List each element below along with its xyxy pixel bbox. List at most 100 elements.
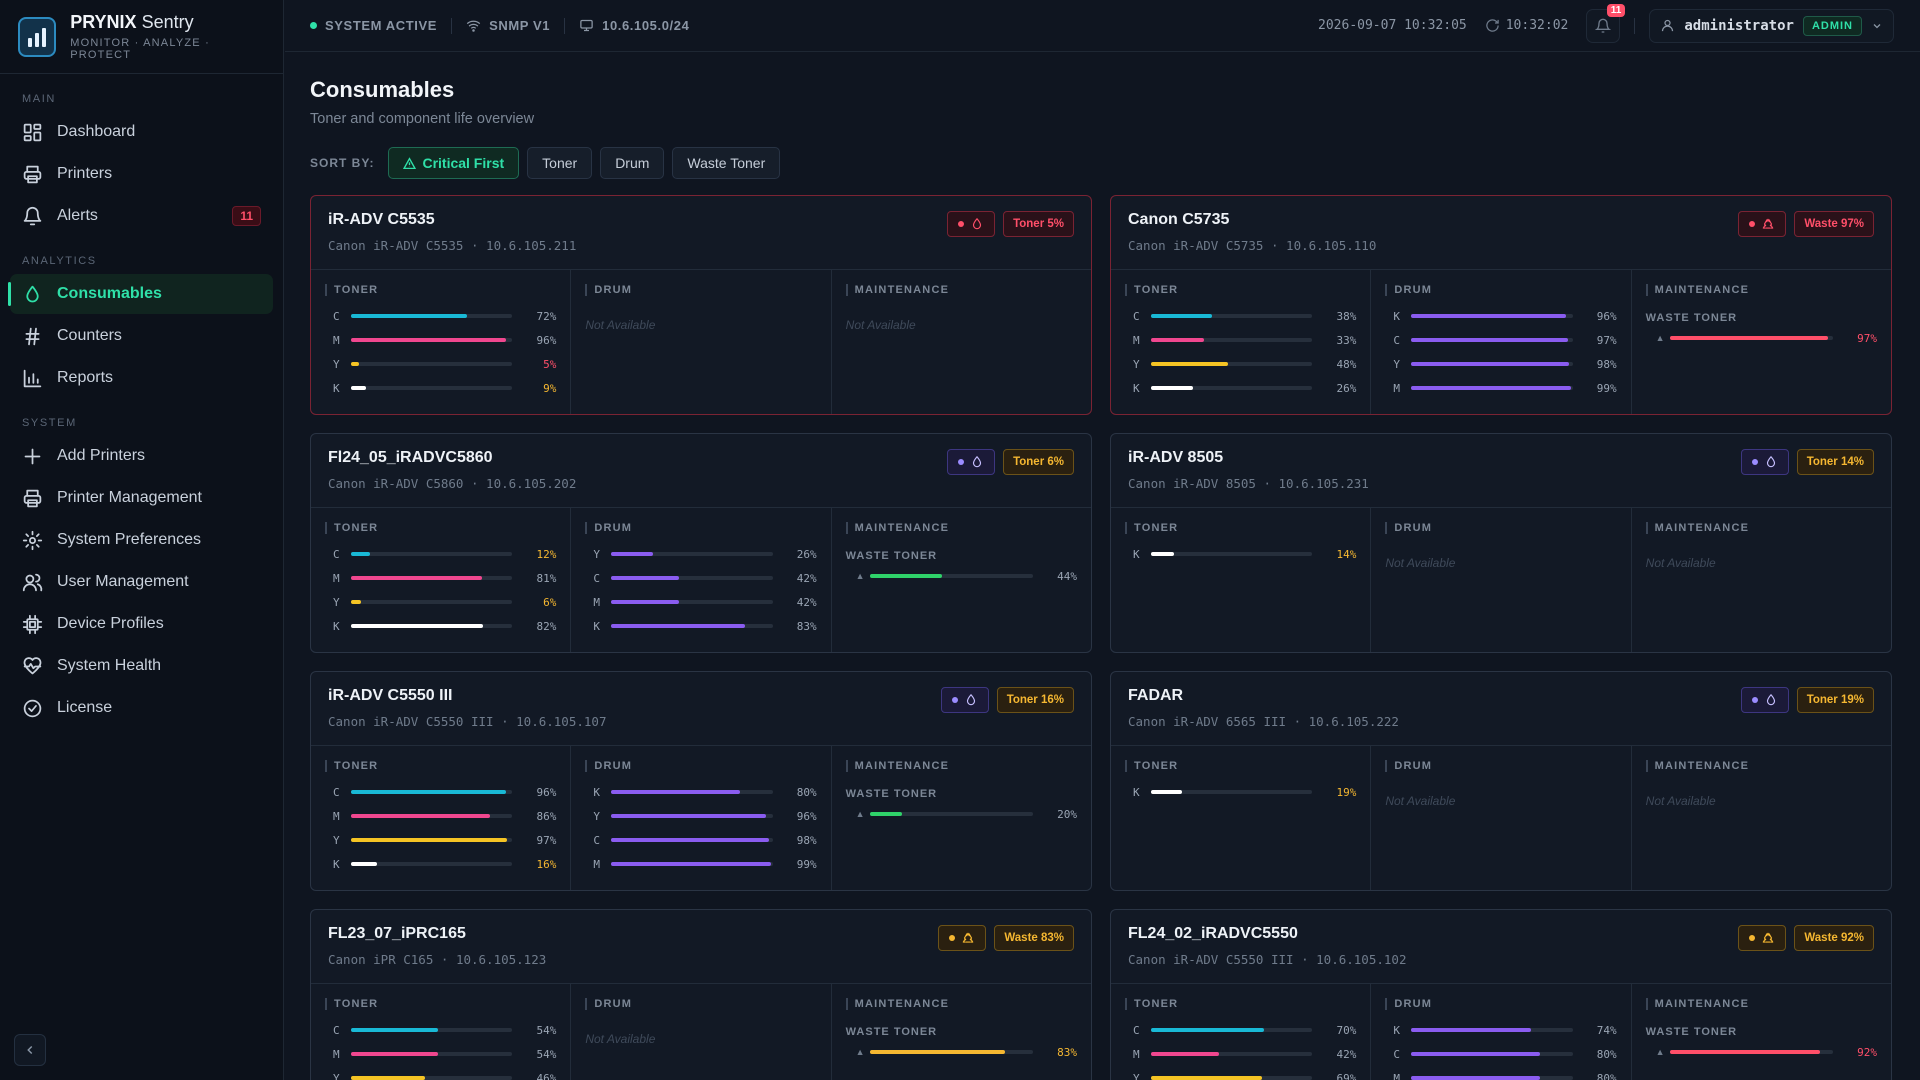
sidebar-item-system-health[interactable]: System Health	[10, 646, 273, 686]
consumables-grid: iR-ADV C5535 Canon iR-ADV C5535 · 10.6.10…	[310, 195, 1892, 1080]
waste-toner-bar	[869, 574, 1033, 578]
drum-level-fill	[611, 624, 746, 628]
drum-percent: 80%	[796, 785, 817, 799]
consumable-type-indicator	[940, 687, 989, 713]
toner-level-bar	[351, 338, 513, 342]
printer-card[interactable]: FL23_07_iPRC165 Canon iPR C165 · 10.6.105…	[310, 909, 1092, 1080]
brand: PRYNIX Sentry MONITOR · ANALYZE · PROTEC…	[0, 0, 283, 74]
drum-column: DRUM Not Available	[1371, 508, 1632, 652]
printer-card[interactable]: iR-ADV C5535 Canon iR-ADV C5535 · 10.6.10…	[310, 195, 1092, 415]
drum-color-label: M	[593, 857, 600, 871]
drum-level-row: C 98%	[585, 828, 816, 852]
sidebar-item-system-preferences[interactable]: System Preferences	[10, 520, 273, 560]
toner-percent: 5%	[543, 357, 557, 371]
printer-card-body: TONER K 19% DRUM Not Available MAINTENANCE Not…	[1111, 746, 1891, 890]
user-menu[interactable]: administrator ADMIN	[1649, 8, 1894, 43]
sidebar-item-label: Printer Management	[57, 489, 202, 506]
recycle-icon	[963, 932, 974, 943]
drum-percent: 42%	[796, 571, 817, 585]
printer-card[interactable]: iR-ADV C5550 III Canon iR-ADV C5550 III ·…	[310, 671, 1092, 891]
toner-color-label: C	[333, 309, 340, 323]
drum-percent: 98%	[1596, 357, 1617, 371]
toner-heading: TONER	[325, 760, 556, 772]
sidebar-item-add-printers[interactable]: Add Printers	[10, 436, 273, 476]
toner-color-label: Y	[333, 1071, 340, 1080]
drum-level-bar	[611, 576, 773, 580]
maintenance-column: MAINTENANCE Not Available	[1632, 746, 1891, 890]
page-title: Consumables	[310, 77, 455, 102]
sidebar-item-user-management[interactable]: User Management	[10, 562, 273, 602]
printer-model-ip: Canon iR-ADV C5535 · 10.6.105.211	[328, 238, 577, 253]
printer-card[interactable]: Fl24_05_iRADVC5860 Canon iR-ADV C5860 · 1…	[310, 433, 1092, 653]
toner-percent: 46%	[536, 1071, 557, 1080]
sidebar-item-dashboard[interactable]: Dashboard	[10, 112, 273, 152]
triangle-up-icon: ▲	[855, 1047, 865, 1057]
drum-percent: 42%	[796, 595, 817, 609]
sidebar-item-consumables[interactable]: Consumables	[8, 274, 273, 314]
toner-level-row: M 42%	[1125, 1042, 1356, 1066]
printer-card-header: Fl24_05_iRADVC5860 Canon iR-ADV C5860 · 1…	[311, 434, 1091, 508]
sort-waste-toner-button[interactable]: Waste Toner	[672, 147, 781, 179]
sidebar-item-counters[interactable]: Counters	[10, 316, 273, 356]
drum-level-fill	[611, 552, 654, 556]
plus-icon	[24, 448, 41, 464]
toner-level-bar	[351, 862, 513, 866]
toner-level-row: K 9%	[325, 376, 556, 400]
toner-percent: 19%	[1336, 785, 1357, 799]
maintenance-column: MAINTENANCE WASTE TONER ▲ 44%	[832, 508, 1091, 652]
sort-critical-first-button[interactable]: Critical First	[388, 147, 520, 179]
sidebar-item-printer-management[interactable]: Printer Management	[10, 478, 273, 518]
printer-card[interactable]: Canon C5735 Canon iR-ADV C5735 · 10.6.105…	[1110, 195, 1892, 415]
toner-percent: 9%	[543, 381, 557, 395]
waste-toner-heading: WASTE TONER	[1645, 312, 1738, 324]
not-available-text: Not Available	[1645, 794, 1716, 808]
toner-color-label: K	[1133, 381, 1140, 395]
toner-percent: 70%	[1336, 1023, 1357, 1037]
printer-card[interactable]: FADAR Canon iR-ADV 6565 III · 10.6.105.22…	[1110, 671, 1892, 891]
toner-level-row: C 72%	[325, 304, 556, 328]
toner-level-fill	[351, 838, 508, 842]
topbar: SYSTEM ACTIVE SNMP V1 10.6.105.0/24 2026…	[285, 0, 1920, 52]
sidebar-item-license[interactable]: License	[10, 688, 273, 728]
toner-level-bar	[351, 552, 513, 556]
toner-level-bar	[351, 1028, 513, 1032]
drum-color-label: C	[1393, 333, 1400, 347]
collapse-sidebar-button[interactable]	[14, 1034, 46, 1066]
printer-card[interactable]: iR-ADV 8505 Canon iR-ADV 8505 · 10.6.105.…	[1110, 433, 1892, 653]
drum-level-fill	[1411, 362, 1570, 366]
sidebar-item-label: Device Profiles	[57, 615, 164, 632]
toner-level-row: C 12%	[325, 542, 556, 566]
printer-model-ip: Canon iR-ADV 8505 · 10.6.105.231	[1128, 476, 1369, 491]
toner-color-label: C	[333, 1023, 340, 1037]
toner-level-bar	[351, 576, 513, 580]
toner-level-row: M 33%	[1125, 328, 1356, 352]
toner-color-label: K	[1133, 547, 1140, 561]
toner-level-row: Y 69%	[1125, 1066, 1356, 1080]
sidebar-item-printers[interactable]: Printers	[10, 154, 273, 194]
droplet-icon	[972, 218, 982, 230]
toner-percent: 48%	[1336, 357, 1357, 371]
toner-percent: 33%	[1336, 333, 1357, 347]
status-badge: Waste 97%	[1794, 211, 1874, 237]
drum-color-label: Y	[1393, 357, 1400, 371]
sidebar-item-device-profiles[interactable]: Device Profiles	[10, 604, 273, 644]
printer-name: Canon C5735	[1128, 211, 1230, 228]
refresh-button[interactable]: 10:32:02	[1477, 9, 1577, 43]
not-available-text: Not Available	[1385, 556, 1456, 570]
waste-toner-row: ▲ 92%	[1646, 1040, 1877, 1064]
drum-level-fill	[611, 576, 680, 580]
sidebar-item-reports[interactable]: Reports	[10, 358, 273, 398]
network-icon	[580, 19, 593, 32]
triangle-up-icon: ▲	[855, 571, 865, 581]
consumable-type-indicator	[1740, 449, 1789, 475]
sidebar-item-alerts[interactable]: Alerts 11	[10, 196, 273, 236]
toner-level-bar	[351, 814, 513, 818]
drum-level-row: C 97%	[1385, 328, 1616, 352]
notifications-button[interactable]: 11	[1586, 3, 1626, 43]
drum-percent: 99%	[1596, 381, 1617, 395]
toner-level-bar	[1151, 314, 1313, 318]
sort-drum-button[interactable]: Drum	[600, 147, 665, 179]
sort-toner-button[interactable]: Toner	[527, 147, 593, 179]
toner-level-bar	[351, 314, 513, 318]
printer-card[interactable]: FL24_02_iRADVC5550 Canon iR-ADV C5550 III…	[1110, 909, 1892, 1080]
